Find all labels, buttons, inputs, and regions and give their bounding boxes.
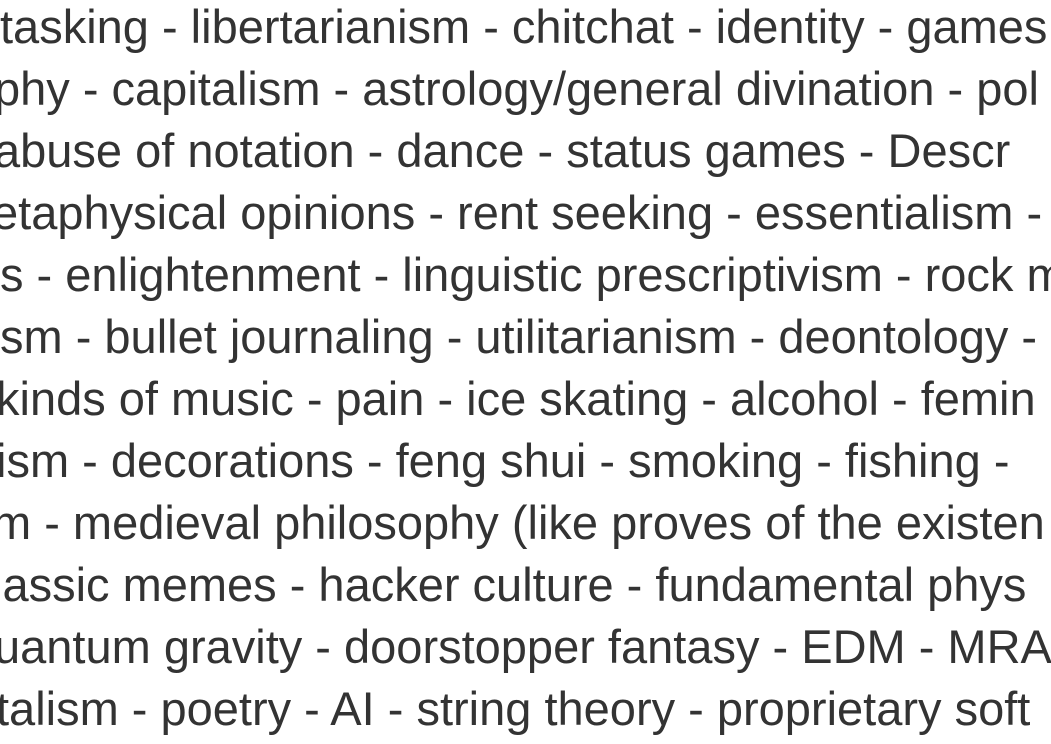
topic-line-3: abuse of notation - dance - status games…: [0, 124, 1011, 177]
topic-line-11: uantum gravity - doorstopper fantasy - E…: [0, 620, 1051, 673]
topic-line-12: talism - poetry - AI - string theory - p…: [0, 682, 1031, 735]
topic-line-2: phy - capitalism - astrology/general div…: [0, 62, 1039, 115]
topic-line-1: tasking - libertarianism - chitchat - id…: [0, 0, 1048, 53]
topic-line-6: sm - bullet journaling - utilitarianism …: [0, 310, 1038, 363]
topic-line-10: lassic memes - hacker culture - fundamen…: [0, 558, 1027, 611]
topic-line-8: ism - decorations - feng shui - smoking …: [0, 434, 1010, 487]
topic-line-5: s - enlightenment - linguistic prescript…: [0, 248, 1051, 301]
topic-line-4: etaphysical opinions - rent seeking - es…: [0, 186, 1043, 239]
topic-line-7: kinds of music - pain - ice skating - al…: [0, 372, 1036, 425]
topic-line-9: m - medieval philosophy (like proves of …: [0, 496, 1045, 549]
